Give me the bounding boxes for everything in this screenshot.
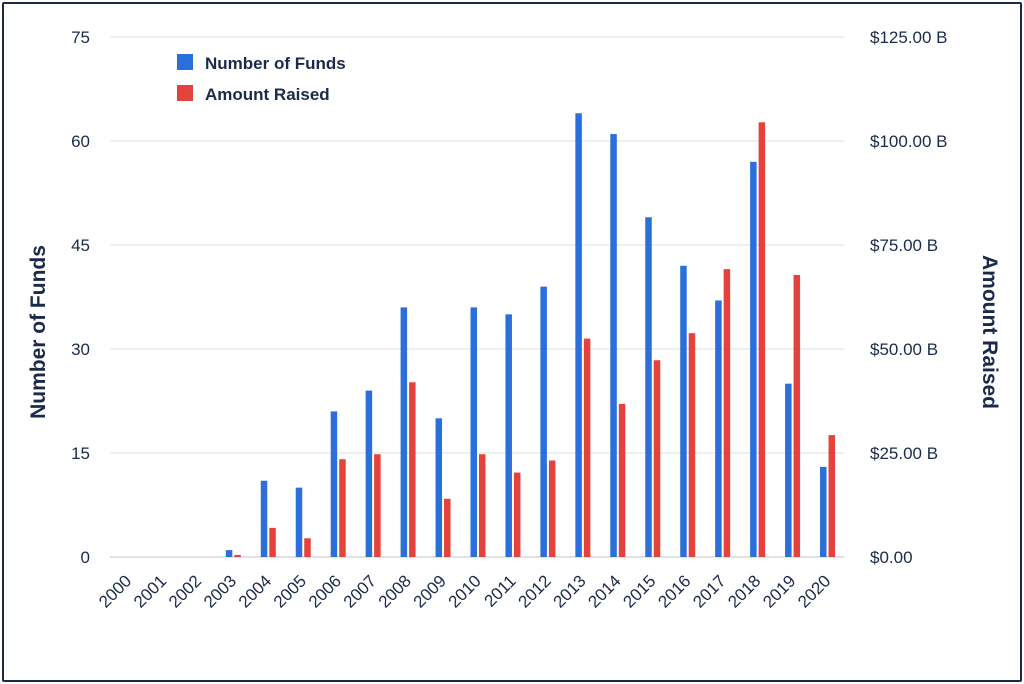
- x-tick-label: 2002: [165, 571, 205, 611]
- bar-amount-raised-2016: [688, 333, 696, 557]
- bar-amount-raised-2006: [339, 459, 346, 557]
- x-tick-label: 2006: [305, 571, 345, 611]
- y-right-tick-label: $25.00 B: [870, 444, 938, 463]
- bar-number-of-funds-2008: [400, 307, 408, 557]
- y-left-tick-label: 15: [71, 444, 90, 463]
- legend-label-amount-raised: Amount Raised: [205, 85, 330, 104]
- y-left-tick-label: 45: [71, 236, 90, 255]
- bar-number-of-funds-2006: [330, 411, 338, 557]
- legend-swatch-number-of-funds: [177, 54, 193, 70]
- y-left-tick-label: 0: [81, 548, 90, 567]
- y-left-tick-label: 60: [71, 132, 90, 151]
- x-tick-label: 2018: [724, 571, 764, 611]
- bar-number-of-funds-2017: [715, 300, 722, 557]
- bar-amount-raised-2008: [409, 382, 416, 557]
- bar-amount-raised-2015: [653, 360, 661, 557]
- bar-amount-raised-2017: [723, 269, 731, 557]
- x-tick-label: 2015: [619, 571, 659, 611]
- x-tick-label: 2020: [794, 571, 834, 611]
- bar-number-of-funds-2016: [680, 265, 687, 557]
- bar-number-of-funds-2015: [645, 217, 652, 557]
- bar-number-of-funds-2012: [540, 286, 547, 557]
- x-tick-label: 2014: [584, 571, 624, 611]
- bar-amount-raised-2014: [618, 403, 626, 557]
- bar-amount-raised-2010: [479, 454, 486, 557]
- y-axis-right-title: Amount Raised: [978, 255, 1001, 409]
- x-tick-label: 2000: [95, 571, 135, 611]
- y-left-tick-label: 75: [71, 28, 90, 47]
- bar-number-of-funds-2018: [750, 161, 757, 558]
- legend: Number of Funds Amount Raised: [177, 54, 346, 104]
- bar-amount-raised-2004: [269, 527, 276, 557]
- legend-label-number-of-funds: Number of Funds: [205, 54, 346, 73]
- y-left-tick-label: 30: [71, 340, 90, 359]
- bar-amount-raised-2019: [793, 274, 801, 557]
- bars: [225, 113, 836, 558]
- bar-amount-raised-2011: [513, 472, 521, 557]
- bar-number-of-funds-2019: [785, 383, 792, 557]
- x-tick-label: 2012: [515, 571, 555, 611]
- x-tick-label: 2003: [200, 571, 240, 611]
- x-tick-label: 2008: [375, 571, 415, 611]
- y-axis-left-title: Number of Funds: [27, 245, 50, 419]
- x-tick-label: 2004: [235, 571, 275, 611]
- bar-amount-raised-2020: [828, 435, 836, 557]
- bar-number-of-funds-2020: [820, 466, 827, 557]
- bar-number-of-funds-2009: [435, 418, 443, 557]
- x-tick-label: 2010: [445, 571, 485, 611]
- legend-swatch-amount-raised: [177, 85, 193, 101]
- y-right-tick-label: $125.00 B: [870, 28, 948, 47]
- x-tick-label: 2007: [340, 571, 380, 611]
- bar-amount-raised-2003: [234, 554, 241, 557]
- bar-number-of-funds-2010: [470, 307, 477, 557]
- bar-number-of-funds-2013: [575, 113, 582, 558]
- x-axis-ticks: 2000200120022003200420052006200720082009…: [95, 571, 834, 611]
- x-tick-label: 2011: [480, 571, 519, 610]
- bar-number-of-funds-2011: [505, 314, 512, 557]
- bar-amount-raised-2007: [374, 454, 381, 557]
- x-tick-label: 2013: [550, 571, 590, 611]
- y-right-tick-label: $50.00 B: [870, 340, 938, 359]
- x-tick-label: 2019: [759, 571, 799, 611]
- bar-amount-raised-2013: [583, 338, 591, 557]
- y-right-tick-label: $75.00 B: [870, 236, 938, 255]
- y-right-tick-label: $100.00 B: [870, 132, 948, 151]
- x-tick-label: 2005: [270, 571, 310, 611]
- x-tick-label: 2017: [689, 571, 729, 611]
- bar-amount-raised-2012: [548, 460, 556, 557]
- bar-number-of-funds-2005: [295, 487, 303, 557]
- x-tick-label: 2016: [654, 571, 694, 611]
- y-right-tick-label: $0.00: [870, 548, 913, 567]
- bar-number-of-funds-2007: [365, 390, 373, 557]
- x-tick-label: 2001: [130, 571, 170, 611]
- y-axis-right-ticks: $0.00 $25.00 B $50.00 B $75.00 B $100.00 B $1…: [870, 28, 948, 567]
- bar-chart: 0 15 30 45 60 75 $0.00 $25.00 B $50.00 B $75.00 …: [27, 28, 1001, 612]
- y-axis-left-ticks: 0 15 30 45 60 75: [71, 28, 90, 567]
- bar-number-of-funds-2003: [225, 550, 233, 557]
- bar-number-of-funds-2004: [260, 480, 268, 557]
- bar-amount-raised-2009: [444, 498, 451, 557]
- bar-amount-raised-2005: [304, 538, 311, 557]
- bar-amount-raised-2018: [758, 122, 766, 557]
- x-tick-label: 2009: [410, 571, 450, 611]
- bar-number-of-funds-2014: [610, 134, 617, 558]
